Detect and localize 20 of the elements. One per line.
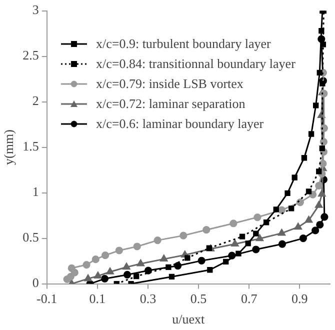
x-tick-label: -0.1 (36, 291, 58, 306)
x-tick-label: 0.7 (240, 291, 258, 306)
y-axis-title: y(mm) (1, 130, 16, 165)
x-tick-label: 0.5 (190, 291, 207, 306)
x-tick-label: 0.3 (140, 291, 156, 306)
y-tick-label: 2 (32, 93, 39, 108)
x-tick-label: 0.1 (89, 291, 106, 306)
y-tick-label: 2.5 (22, 48, 39, 63)
y-tick-label: 0.5 (22, 230, 39, 245)
y-tick-label: 0 (32, 275, 39, 290)
y-tick-label: 1 (32, 184, 39, 200)
legend-label: x/c=0.72: laminar separation (96, 96, 246, 112)
legend-label: x/c=0.9: turbulent boundary layer (96, 36, 271, 52)
legend-label: x/c=0.79: inside LSB vortex (96, 76, 244, 92)
y-tick-label: 1.5 (22, 138, 39, 154)
x-tick-label: 0.9 (292, 291, 308, 306)
x-axis-title: u/uext (172, 312, 206, 327)
y-tick-label: 3 (32, 2, 39, 18)
legend-label: x/c=0.84: transitionnal boundary layer (96, 56, 296, 72)
legend-label: x/c=0.6: laminar boundary layer (96, 116, 264, 132)
